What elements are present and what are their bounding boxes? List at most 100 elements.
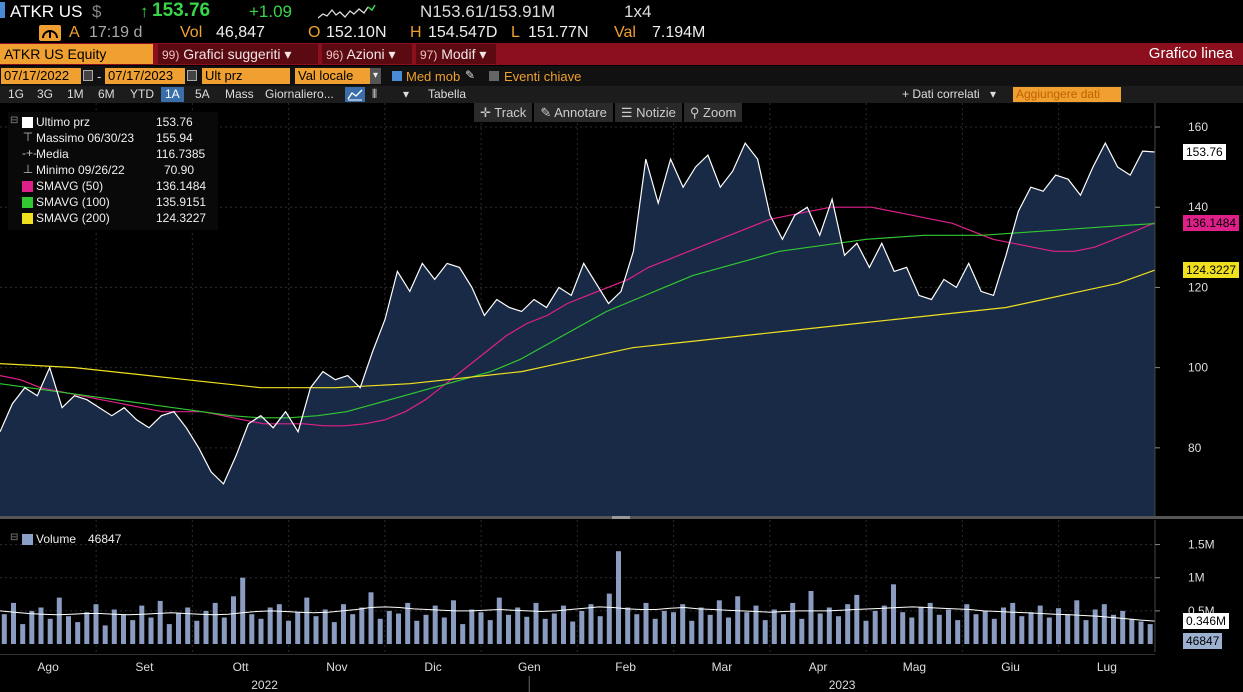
volume-bar	[1065, 614, 1071, 644]
chevron-down-icon: ▾	[990, 87, 997, 101]
volume-bar	[1056, 608, 1061, 644]
moving-average-checkbox[interactable]	[392, 71, 402, 81]
legend-value: 155.94	[156, 131, 193, 145]
start-date-field[interactable]: 07/17/2022	[1, 68, 81, 84]
chevron-down-icon[interactable]: ▾	[403, 87, 410, 101]
legend-row-last-price[interactable]: ⊟ Ultimo prz 153.76	[8, 114, 218, 130]
range-1m[interactable]: 1M	[67, 87, 84, 101]
calendar-icon[interactable]	[83, 70, 93, 81]
track-button[interactable]: ✛ Track	[474, 103, 533, 122]
price-chart[interactable]: 80 100 120 140 160	[0, 103, 1243, 517]
legend-swatch	[22, 181, 33, 192]
price-tick-label: 80	[1188, 441, 1202, 455]
volume-bar	[451, 600, 456, 644]
legend-row-average[interactable]: -+- Media 116.7385	[8, 146, 218, 162]
frequency-select[interactable]: Giornaliero...	[265, 87, 334, 101]
legend-row-smavg200[interactable]: SMAVG (200) 124.3227	[8, 210, 218, 226]
legend-row-smavg50[interactable]: SMAVG (50) 136.1484	[8, 178, 218, 194]
volume-bar	[1, 614, 7, 644]
volume-bar	[1129, 618, 1135, 644]
volume-bar	[460, 624, 466, 644]
annotate-button[interactable]: ✎ Annotare	[534, 103, 613, 122]
range-1y[interactable]: 1A	[161, 87, 184, 102]
calendar-icon[interactable]	[187, 70, 197, 81]
pencil-icon[interactable]: ✎	[465, 68, 476, 82]
volume-bar	[726, 617, 731, 644]
volume-bar	[368, 592, 374, 644]
track-label: Track	[494, 105, 527, 120]
candlestick-icon[interactable]: ⫴	[372, 87, 378, 101]
legend-row-low[interactable]: ⊥ Minimo 09/26/22 70.90	[8, 162, 218, 178]
edit-menu[interactable]: 97) Modif ▾	[416, 44, 496, 64]
key-events-checkbox[interactable]	[489, 71, 499, 81]
related-data-button[interactable]: + Dati correlati	[902, 87, 980, 101]
volume-bar	[781, 614, 786, 644]
volume-bar	[744, 612, 750, 644]
volume-bar	[826, 607, 832, 644]
legend-row-smavg100[interactable]: SMAVG (100) 135.9151	[8, 194, 218, 210]
price-axis: 80 100 120 140 160	[1154, 103, 1208, 517]
range-3d[interactable]: 3G	[37, 87, 54, 101]
chevron-down-icon: ▾	[370, 68, 381, 84]
legend-name: SMAVG (200)	[36, 211, 110, 225]
range-5y[interactable]: 5A	[195, 87, 210, 101]
actions-menu[interactable]: 96) Azioni ▾	[322, 44, 412, 64]
volume-bar	[313, 616, 319, 644]
legend-name: Minimo 09/26/22	[36, 163, 125, 177]
volume-bar	[396, 613, 401, 644]
news-button[interactable]: ☰ Notizie	[614, 103, 682, 122]
annotate-label: Annotare	[554, 105, 607, 120]
range-ytd[interactable]: YTD	[130, 87, 154, 101]
high-label: H	[410, 24, 422, 41]
volume-bar	[597, 616, 603, 644]
legend-row-high[interactable]: ⊤ Massimo 06/30/23 155.94	[8, 130, 218, 146]
collapse-icon[interactable]: ⊟	[10, 532, 19, 543]
up-arrow-icon: ↑	[140, 2, 149, 21]
month-label: Nov	[326, 660, 347, 674]
volume-bar	[588, 604, 594, 644]
volume-bar	[487, 620, 493, 644]
collapse-icon[interactable]: ⊟	[10, 115, 19, 126]
volume-bar	[808, 591, 814, 644]
volume-bar	[515, 607, 521, 644]
volume-bar	[845, 604, 851, 644]
volume-legend-value: 46847	[88, 532, 122, 546]
ticker[interactable]: ATKR US	[10, 2, 83, 21]
volume-bar	[38, 607, 44, 644]
bid-ask: N153.61/153.91M	[420, 2, 556, 21]
volume-bar	[955, 620, 961, 644]
legend-swatch	[22, 197, 33, 208]
currency-select[interactable]: Val locale ▾	[295, 68, 381, 84]
volume-bar	[542, 618, 548, 644]
table-button[interactable]: Tabella	[428, 87, 467, 101]
suggested-charts-menu[interactable]: 99) Grafici suggeriti ▾	[158, 44, 318, 64]
volume-bar	[1083, 620, 1089, 644]
volume-bar	[405, 602, 411, 644]
volume-bar	[506, 614, 511, 644]
end-date-field[interactable]: 07/17/2023	[105, 68, 185, 84]
line-chart-icon[interactable]	[345, 87, 365, 102]
chevron-down-icon: ▾	[479, 46, 487, 62]
volume-bar	[47, 618, 53, 644]
price-field-select[interactable]: Ult prz	[202, 68, 290, 84]
speedometer-icon[interactable]	[39, 25, 61, 41]
volume-bar	[836, 616, 841, 644]
zoom-button[interactable]: ⚲ Zoom	[683, 103, 743, 122]
volume-bar	[75, 622, 81, 644]
range-6m[interactable]: 6M	[98, 87, 115, 101]
volume-bar	[1147, 624, 1153, 644]
security-field[interactable]: ATKR US Equity	[0, 44, 153, 64]
key-events-label: Eventi chiave	[504, 69, 582, 84]
volume-bar	[341, 604, 346, 644]
price-tick-label: 100	[1188, 361, 1208, 375]
range-1d[interactable]: 1G	[8, 87, 25, 101]
volume-bar	[267, 607, 273, 644]
volume-bar	[423, 614, 429, 644]
splitter-handle-icon[interactable]	[612, 516, 630, 519]
last-price-tag: 153.76	[1183, 144, 1226, 161]
volume-bar	[185, 607, 191, 644]
add-data-field[interactable]: Aggiungere dati	[1013, 87, 1121, 102]
function-bar: ATKR US Equity 99) Grafici suggeriti ▾ 9…	[0, 43, 1243, 65]
range-max[interactable]: Mass	[225, 87, 254, 101]
